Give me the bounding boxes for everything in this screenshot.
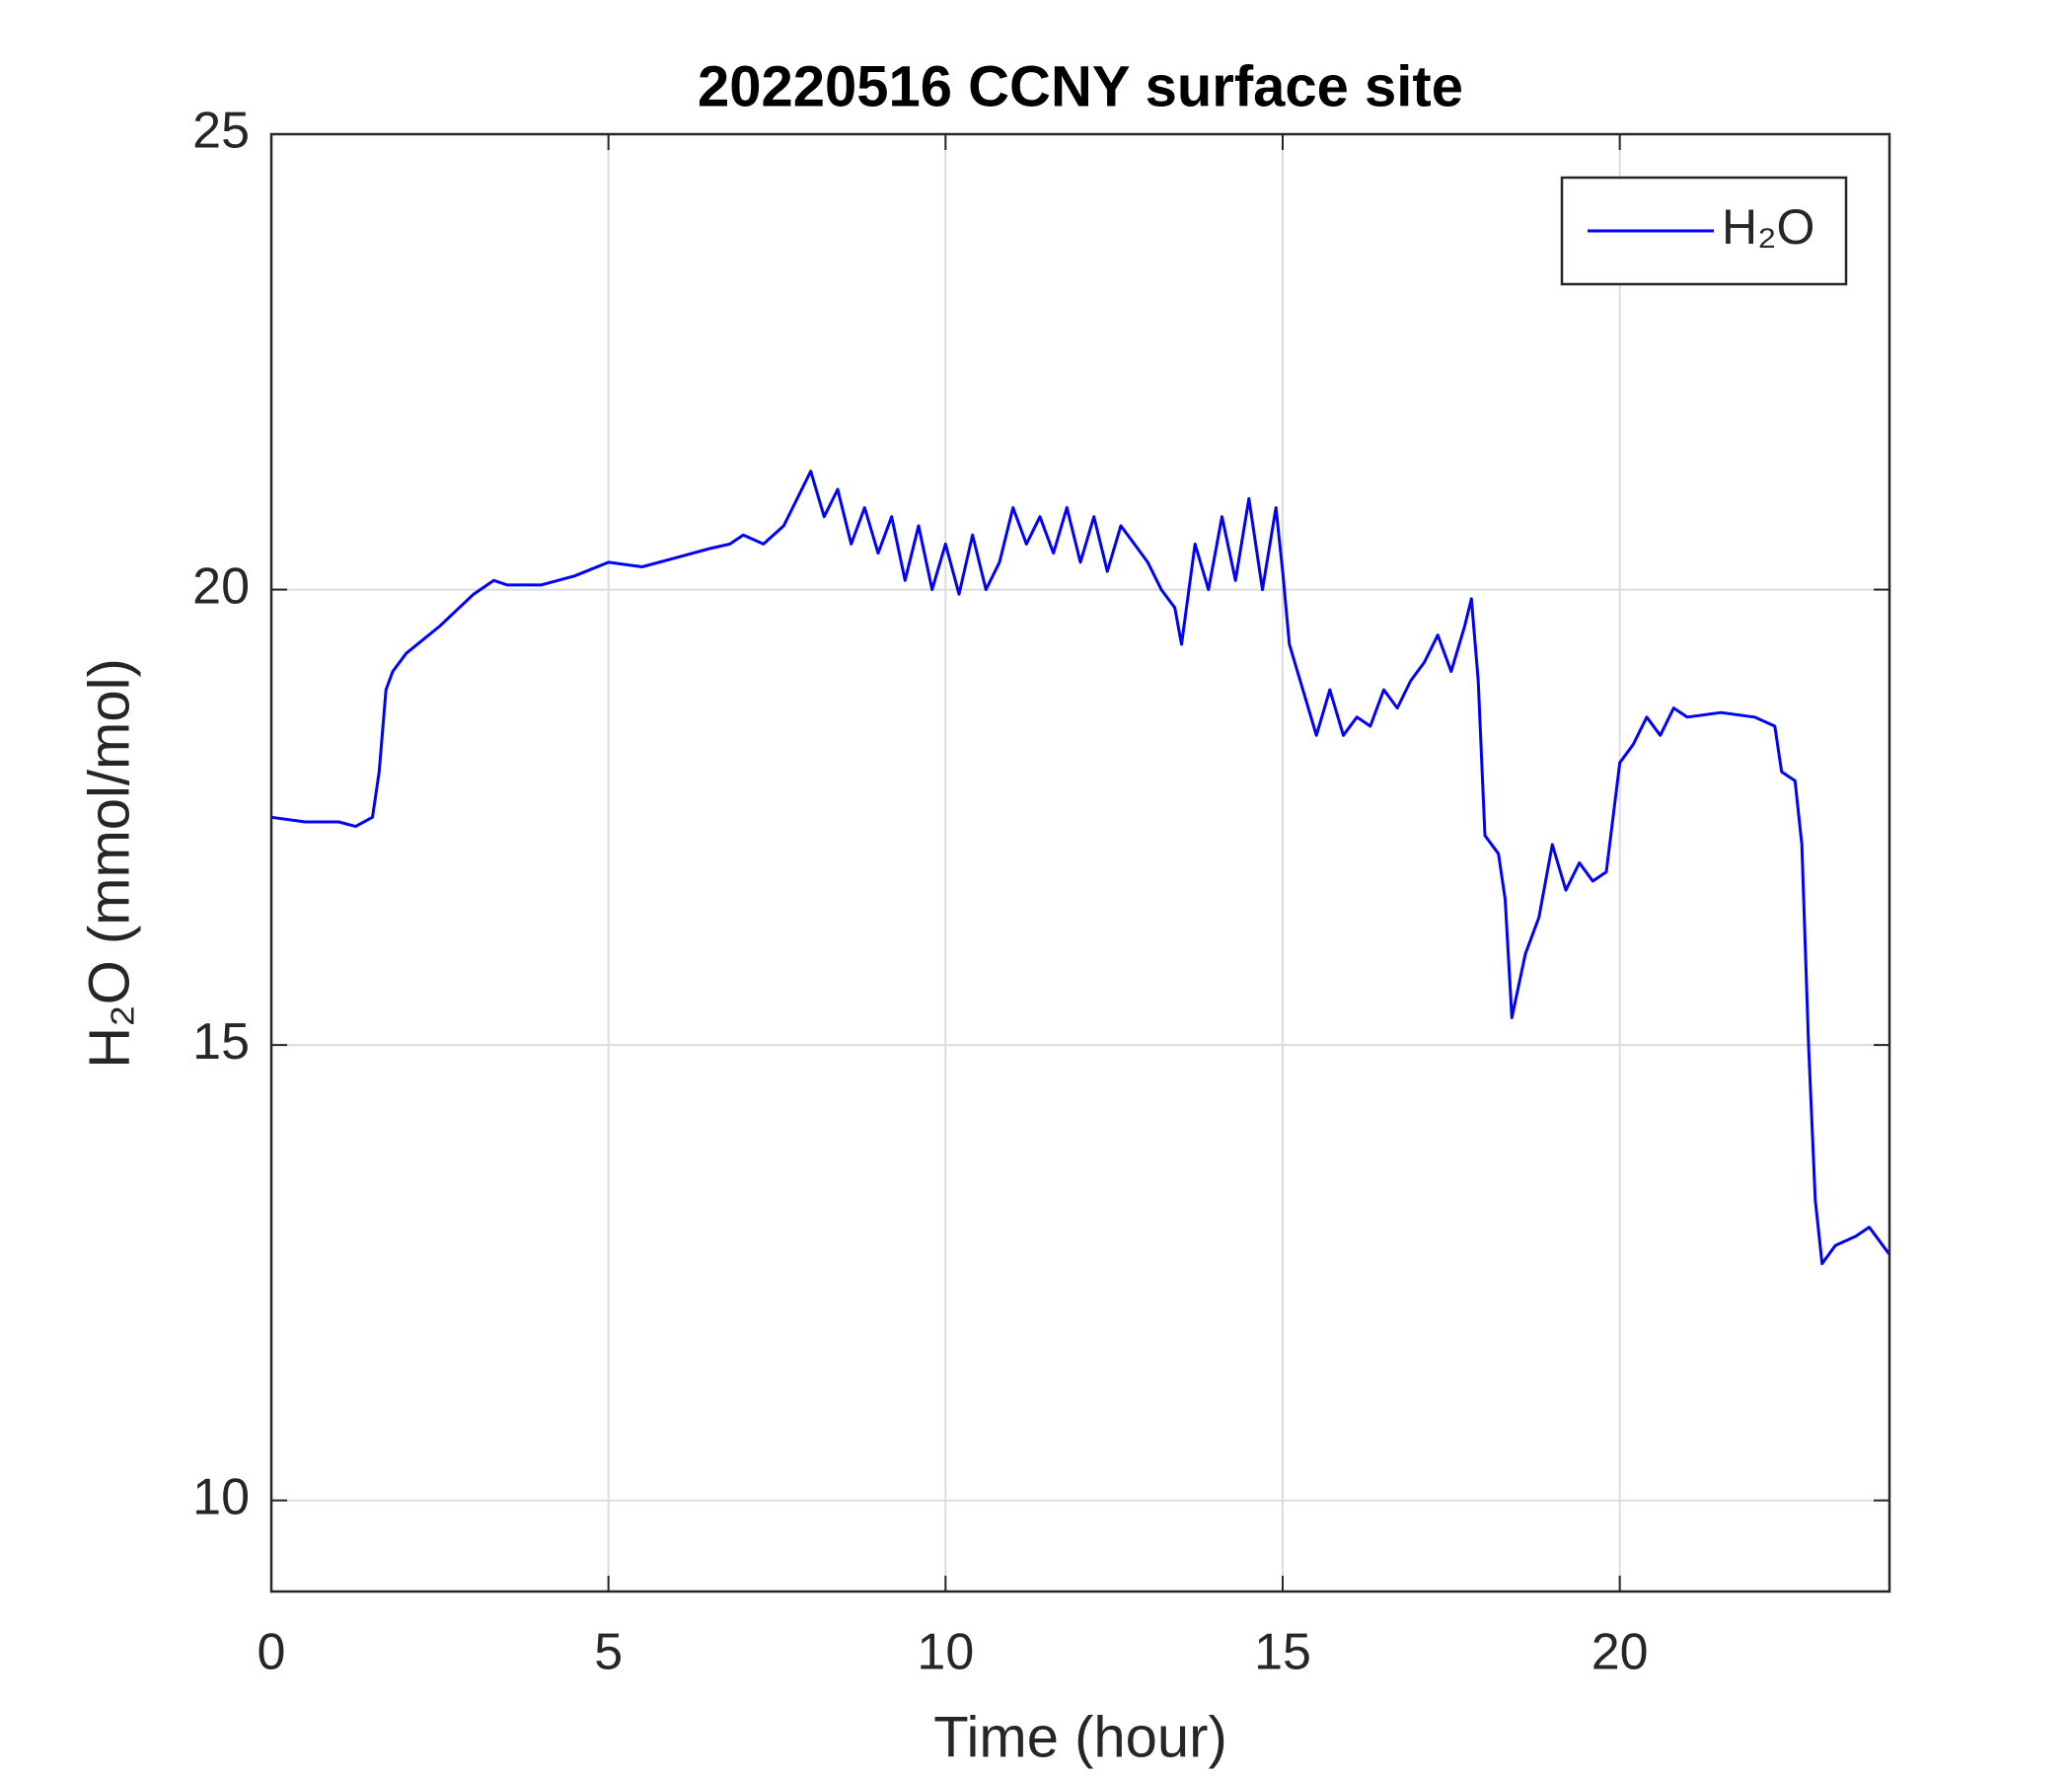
data-line (270, 470, 1891, 1266)
x-tick-label: 10 (917, 1624, 974, 1681)
x-tick-label: 15 (1254, 1624, 1311, 1681)
y-tick-label: 20 (192, 557, 250, 615)
plot-frame (269, 132, 1891, 1593)
y-tick-label: 15 (192, 1013, 250, 1071)
chart-title: 20220516 CCNY surface site (698, 54, 1463, 118)
legend-label: H₂O (1722, 199, 1814, 255)
y-axis-label: H₂O (mmol/mol) (77, 658, 141, 1069)
x-tick-label: 0 (258, 1624, 286, 1681)
x-tick-label: 5 (594, 1624, 623, 1681)
x-tick-label: 20 (1591, 1624, 1649, 1681)
y-tick-label: 25 (192, 103, 250, 160)
y-tick-label: 10 (192, 1468, 250, 1525)
legend: H₂O (1560, 176, 1848, 286)
x-axis-label: Time (hour) (933, 1705, 1227, 1769)
